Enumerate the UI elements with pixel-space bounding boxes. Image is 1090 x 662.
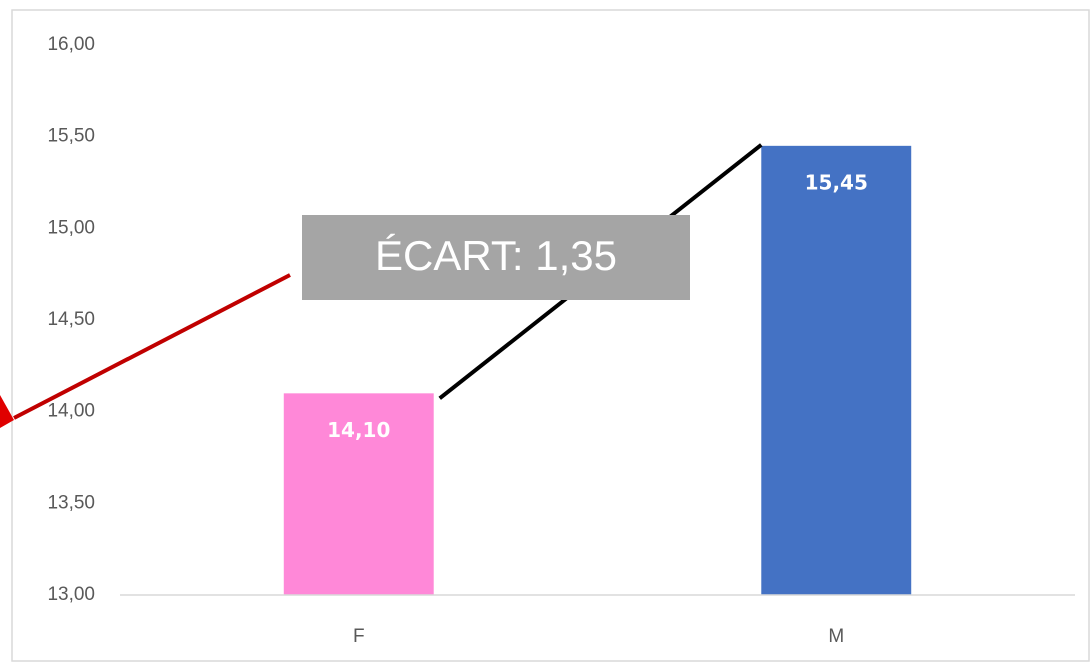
y-tick-label: 15,50: [47, 126, 95, 147]
y-tick-label: 14,00: [47, 401, 95, 422]
arrow-line: [13, 273, 291, 420]
y-tick-label: 13,50: [47, 492, 95, 513]
y-tick-label: 15,00: [47, 217, 95, 238]
bar: [761, 145, 912, 596]
value-label: 14,10: [327, 418, 390, 442]
annotation-text: ÉCART: 1,35: [375, 232, 617, 279]
y-tick-label: 14,50: [47, 309, 95, 330]
arrow-head: [0, 395, 14, 428]
y-tick-label: 16,00: [47, 34, 95, 55]
bar: [283, 393, 434, 595]
annotation-box: [302, 215, 690, 300]
value-label: 15,45: [805, 170, 868, 194]
x-tick-label: M: [828, 626, 844, 647]
y-tick-label: 13,00: [47, 584, 95, 605]
x-tick-label: F: [353, 626, 365, 647]
plot-area: 13,00 13,50 14,00 14,50 15,00 15,50 16,00 F 14,1…: [47, 34, 1075, 647]
